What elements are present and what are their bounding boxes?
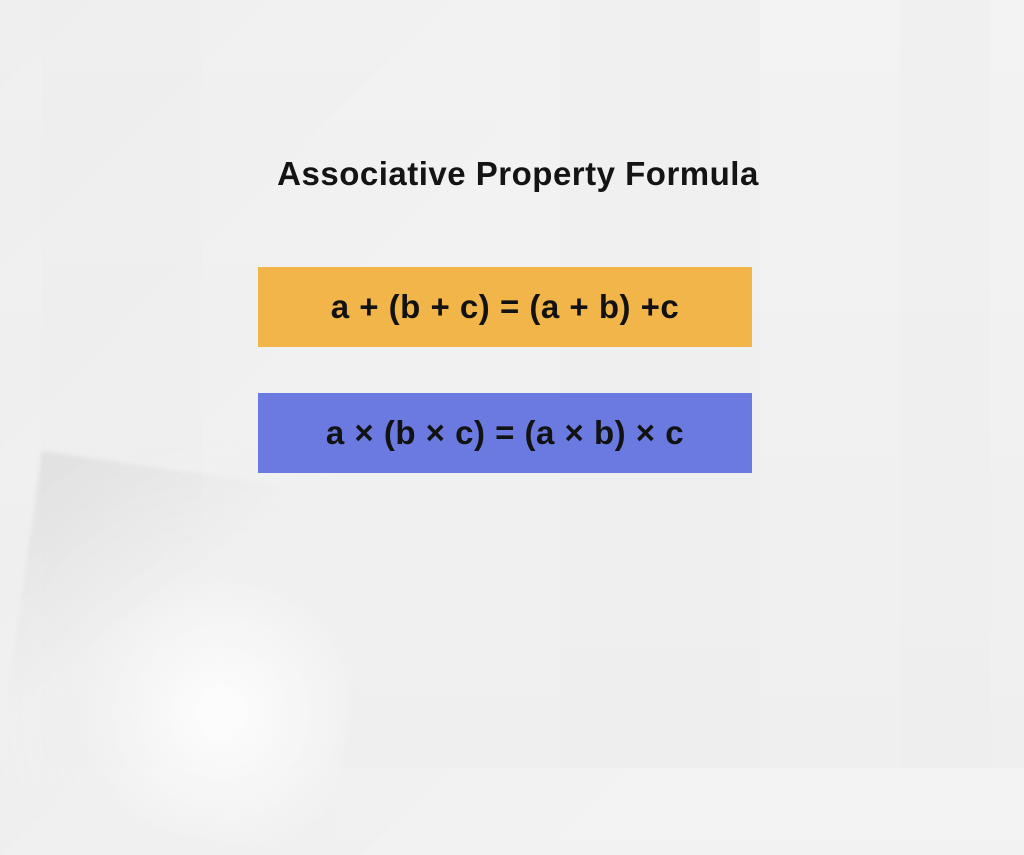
multiplication-formula-text: a × (b × c) = (a × b) × c xyxy=(326,414,684,452)
addition-formula-box: a + (b + c) = (a + b) +c xyxy=(258,267,752,347)
bg-stripe-1 xyxy=(42,0,202,768)
addition-formula-text: a + (b + c) = (a + b) +c xyxy=(331,288,680,326)
content-area: Associative Property Formula a + (b + c)… xyxy=(258,155,778,473)
multiplication-formula-box: a × (b × c) = (a × b) × c xyxy=(258,393,752,473)
bg-stripe-3 xyxy=(900,0,990,768)
page-title: Associative Property Formula xyxy=(258,155,778,193)
